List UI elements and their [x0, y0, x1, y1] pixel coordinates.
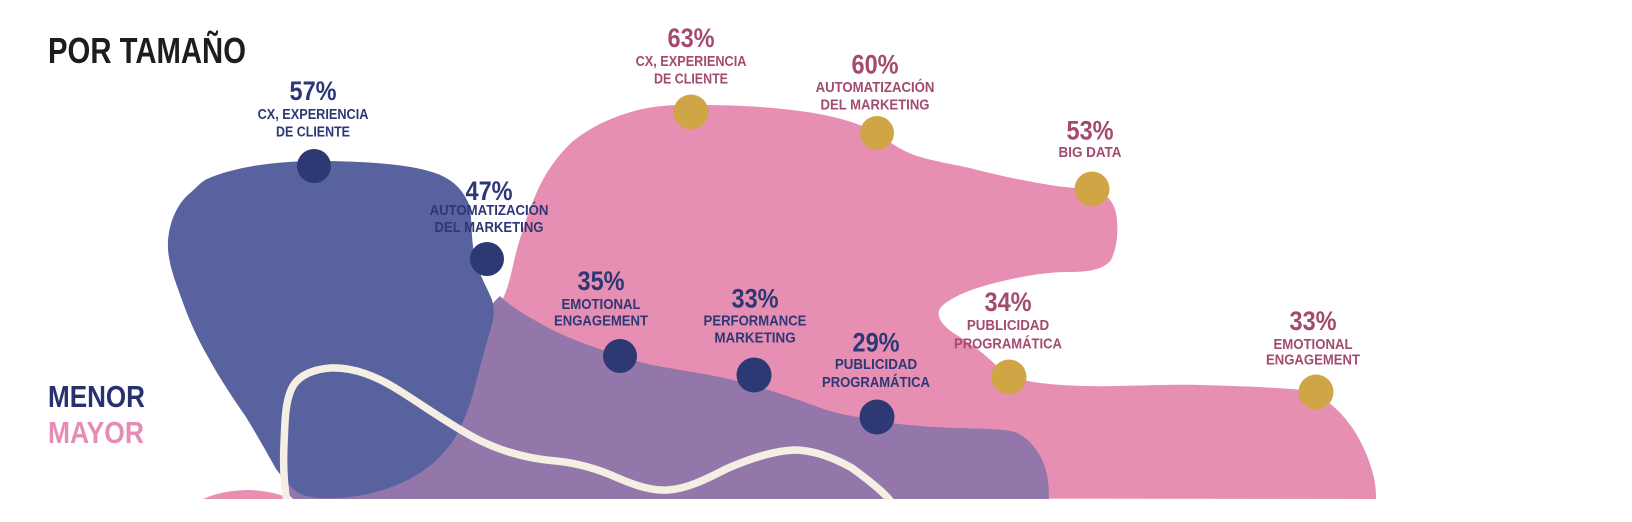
svg-text:60%: 60%	[851, 50, 898, 80]
svg-text:ENGAGEMENT: ENGAGEMENT	[1266, 351, 1360, 368]
svg-text:ENGAGEMENT: ENGAGEMENT	[554, 312, 648, 329]
svg-text:33%: 33%	[1289, 307, 1336, 337]
svg-text:PROGRAMÁTICA: PROGRAMÁTICA	[954, 335, 1062, 352]
svg-text:DE CLIENTE: DE CLIENTE	[276, 123, 350, 139]
svg-text:DE CLIENTE: DE CLIENTE	[654, 70, 728, 86]
svg-text:34%: 34%	[984, 288, 1031, 318]
svg-text:PROGRAMÁTICA: PROGRAMÁTICA	[822, 373, 930, 390]
svg-text:47%: 47%	[465, 177, 512, 207]
svg-text:35%: 35%	[577, 267, 624, 297]
svg-text:EMOTIONAL: EMOTIONAL	[561, 295, 640, 312]
svg-text:57%: 57%	[289, 77, 336, 107]
svg-text:29%: 29%	[852, 328, 899, 358]
svg-text:AUTOMATIZACIÓN: AUTOMATIZACIÓN	[816, 77, 935, 95]
svg-text:AUTOMATIZACIÓN: AUTOMATIZACIÓN	[430, 200, 549, 218]
svg-text:53%: 53%	[1066, 116, 1113, 146]
svg-text:PUBLICIDAD: PUBLICIDAD	[835, 356, 917, 373]
svg-text:POR TAMAÑO: POR TAMAÑO	[48, 30, 246, 71]
svg-text:PERFORMANCE: PERFORMANCE	[704, 312, 807, 329]
svg-text:63%: 63%	[667, 24, 714, 54]
svg-text:CX, EXPERIENCIA: CX, EXPERIENCIA	[636, 52, 747, 69]
svg-text:EMOTIONAL: EMOTIONAL	[1273, 335, 1352, 352]
svg-text:MARKETING: MARKETING	[714, 330, 795, 347]
svg-text:33%: 33%	[731, 284, 778, 314]
svg-text:DEL MARKETING: DEL MARKETING	[435, 218, 544, 235]
svg-text:CX, EXPERIENCIA: CX, EXPERIENCIA	[258, 105, 369, 122]
svg-text:MAYOR: MAYOR	[48, 416, 144, 450]
svg-text:MENOR: MENOR	[48, 380, 145, 415]
svg-text:DEL MARKETING: DEL MARKETING	[821, 96, 930, 113]
svg-text:PUBLICIDAD: PUBLICIDAD	[967, 317, 1049, 334]
svg-text:BIG DATA: BIG DATA	[1059, 144, 1122, 161]
